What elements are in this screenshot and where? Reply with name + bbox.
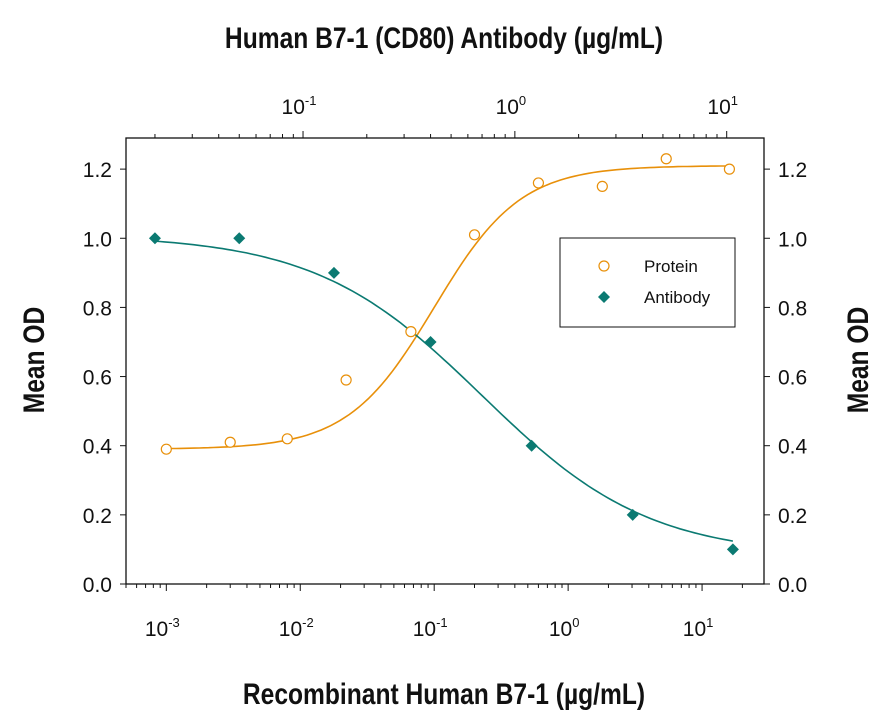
antibody-point: [726, 543, 739, 556]
y-tick-label-right: 0.8: [778, 297, 807, 320]
y-tick-label-right: 0.4: [778, 436, 808, 459]
y-tick-label-right: 1.2: [778, 159, 807, 182]
legend-protein-marker: [598, 260, 610, 272]
legend-antibody-marker: [598, 291, 610, 303]
protein-fit-curve: [166, 165, 730, 450]
protein-point: [723, 163, 736, 175]
legend-antibody-label: Antibody: [644, 288, 711, 307]
antibody-point: [148, 232, 161, 245]
protein-point: [224, 436, 236, 448]
y-tick-label-left: 0.0: [83, 574, 112, 597]
legend-protein-label: Protein: [644, 257, 698, 276]
y-tick-label-right: 0.0: [778, 574, 807, 597]
legend-box: [559, 237, 736, 328]
antibody-point: [233, 232, 246, 245]
protein-point: [468, 229, 481, 241]
protein-point: [340, 374, 352, 386]
plot-frame: [125, 137, 765, 585]
x-top-tick-label: 10-1: [282, 93, 317, 119]
y-tick-label-right: 1.0: [778, 228, 807, 251]
x-axis-label: Recombinant Human B7-1 (µg/mL): [243, 677, 645, 711]
y-tick-label-left: 0.8: [83, 297, 112, 320]
y-axis-label-right: Mean OD: [841, 307, 875, 414]
y-tick-label-left: 0.4: [83, 436, 113, 459]
protein-point: [596, 180, 608, 193]
y-tick-label-left: 1.2: [83, 159, 112, 182]
antibody-point: [327, 266, 340, 279]
y-tick-label-right: 0.6: [778, 367, 807, 390]
x-top-tick-label: 101: [707, 93, 738, 119]
y-axis-label-left: Mean OD: [17, 307, 51, 414]
x-bottom-tick-label: 10-1: [413, 615, 448, 641]
x-bottom-tick-label: 100: [549, 615, 580, 641]
antibody-point: [525, 439, 538, 452]
x-bottom-tick-label: 101: [683, 615, 714, 641]
antibody-point: [626, 508, 639, 521]
protein-point: [660, 153, 672, 165]
legend: Protein Antibody: [559, 237, 736, 328]
chart-title: Human B7-1 (CD80) Antibody (µg/mL): [225, 21, 663, 55]
y-tick-label-left: 0.2: [83, 505, 112, 528]
x-top-tick-label: 100: [496, 93, 527, 119]
y-tick-label-left: 0.6: [83, 367, 112, 390]
protein-point: [405, 326, 417, 338]
antibody-fit-curve: [154, 240, 734, 542]
protein-point: [281, 433, 293, 445]
y-tick-label-right: 0.2: [778, 505, 807, 528]
x-bottom-tick-label: 10-2: [279, 615, 314, 641]
y-tick-label-left: 1.0: [83, 228, 112, 251]
antibody-point: [424, 335, 437, 348]
protein-point: [532, 177, 545, 189]
x-bottom-tick-label: 10-3: [145, 615, 180, 641]
protein-point: [160, 443, 172, 455]
